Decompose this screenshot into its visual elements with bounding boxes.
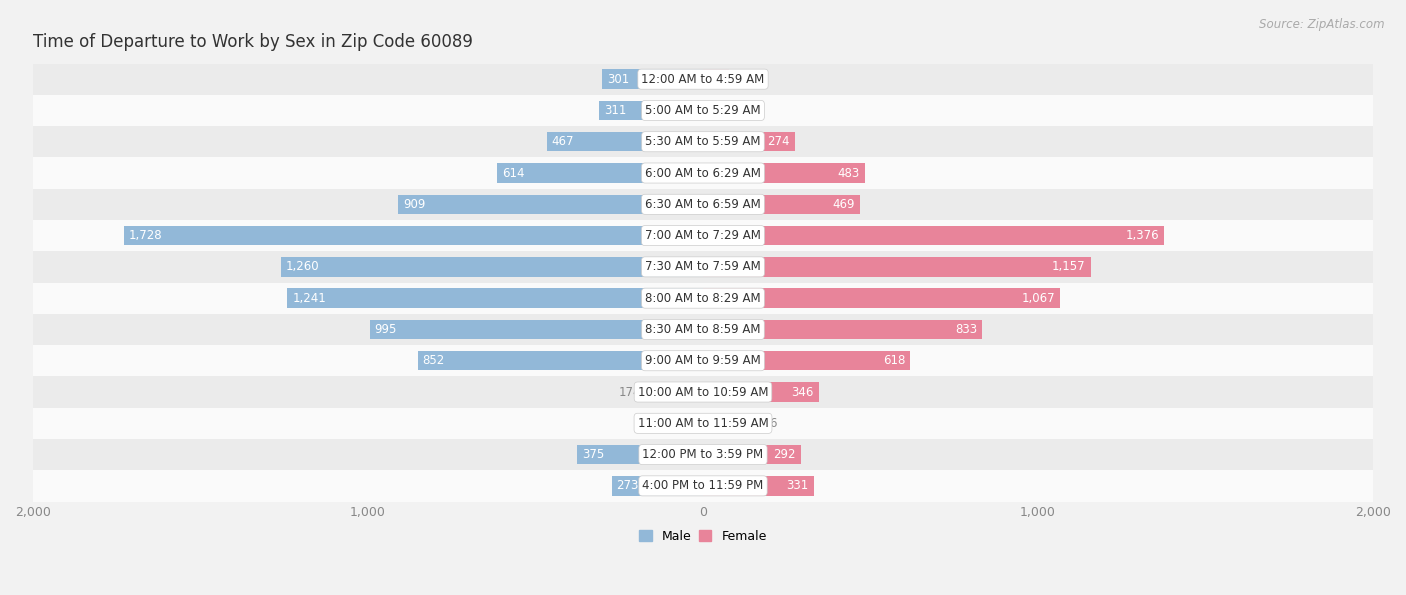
Bar bbox=[32, 126, 1374, 157]
Bar bbox=[578, 445, 703, 464]
Bar bbox=[370, 320, 703, 339]
Text: 7:30 AM to 7:59 AM: 7:30 AM to 7:59 AM bbox=[645, 261, 761, 273]
Bar bbox=[124, 226, 703, 245]
Bar bbox=[32, 470, 1374, 502]
Bar bbox=[32, 439, 1374, 470]
Text: 8:30 AM to 8:59 AM: 8:30 AM to 8:59 AM bbox=[645, 323, 761, 336]
Bar bbox=[32, 377, 1374, 408]
Text: 146: 146 bbox=[755, 417, 778, 430]
Bar bbox=[498, 163, 703, 183]
Bar bbox=[703, 132, 794, 152]
Bar bbox=[703, 445, 801, 464]
Bar bbox=[703, 226, 1164, 245]
Text: 6:00 AM to 6:29 AM: 6:00 AM to 6:29 AM bbox=[645, 167, 761, 180]
Text: 96: 96 bbox=[652, 417, 668, 430]
Bar bbox=[703, 101, 733, 120]
Bar bbox=[599, 101, 703, 120]
Bar bbox=[703, 163, 865, 183]
Text: 12:00 AM to 4:59 AM: 12:00 AM to 4:59 AM bbox=[641, 73, 765, 86]
Text: 273: 273 bbox=[617, 480, 638, 493]
Text: 11:00 AM to 11:59 AM: 11:00 AM to 11:59 AM bbox=[638, 417, 768, 430]
Legend: Male, Female: Male, Female bbox=[634, 525, 772, 548]
Text: 88: 88 bbox=[735, 104, 751, 117]
Bar bbox=[32, 157, 1374, 189]
Text: 7:00 AM to 7:29 AM: 7:00 AM to 7:29 AM bbox=[645, 229, 761, 242]
Bar bbox=[32, 189, 1374, 220]
Bar bbox=[32, 283, 1374, 314]
Text: 5:00 AM to 5:29 AM: 5:00 AM to 5:29 AM bbox=[645, 104, 761, 117]
Text: 1,157: 1,157 bbox=[1052, 261, 1085, 273]
Bar bbox=[32, 220, 1374, 251]
Text: 78: 78 bbox=[733, 73, 748, 86]
Bar bbox=[612, 476, 703, 496]
Text: 292: 292 bbox=[773, 448, 796, 461]
Bar bbox=[287, 289, 703, 308]
Text: 618: 618 bbox=[883, 354, 905, 367]
Bar bbox=[281, 257, 703, 277]
Text: 301: 301 bbox=[607, 73, 630, 86]
Text: Source: ZipAtlas.com: Source: ZipAtlas.com bbox=[1260, 18, 1385, 31]
Text: 483: 483 bbox=[838, 167, 860, 180]
Bar bbox=[32, 64, 1374, 95]
Text: 1,376: 1,376 bbox=[1125, 229, 1159, 242]
Bar bbox=[418, 351, 703, 371]
Bar bbox=[32, 314, 1374, 345]
Text: Time of Departure to Work by Sex in Zip Code 60089: Time of Departure to Work by Sex in Zip … bbox=[32, 33, 472, 51]
Text: 331: 331 bbox=[786, 480, 808, 493]
Bar bbox=[645, 383, 703, 402]
Text: 346: 346 bbox=[792, 386, 814, 399]
Bar bbox=[703, 414, 752, 433]
Text: 1,241: 1,241 bbox=[292, 292, 326, 305]
Bar bbox=[547, 132, 703, 152]
Text: 467: 467 bbox=[551, 135, 574, 148]
Text: 10:00 AM to 10:59 AM: 10:00 AM to 10:59 AM bbox=[638, 386, 768, 399]
Bar bbox=[703, 383, 818, 402]
Text: 909: 909 bbox=[404, 198, 426, 211]
Bar bbox=[703, 289, 1060, 308]
Bar bbox=[703, 320, 981, 339]
Bar bbox=[703, 351, 910, 371]
Text: 995: 995 bbox=[374, 323, 396, 336]
Text: 12:00 PM to 3:59 PM: 12:00 PM to 3:59 PM bbox=[643, 448, 763, 461]
Text: 4:00 PM to 11:59 PM: 4:00 PM to 11:59 PM bbox=[643, 480, 763, 493]
Bar bbox=[703, 476, 814, 496]
Text: 6:30 AM to 6:59 AM: 6:30 AM to 6:59 AM bbox=[645, 198, 761, 211]
Bar bbox=[671, 414, 703, 433]
Text: 311: 311 bbox=[603, 104, 626, 117]
Text: 5:30 AM to 5:59 AM: 5:30 AM to 5:59 AM bbox=[645, 135, 761, 148]
Text: 1,728: 1,728 bbox=[129, 229, 163, 242]
Text: 9:00 AM to 9:59 AM: 9:00 AM to 9:59 AM bbox=[645, 354, 761, 367]
Bar bbox=[703, 257, 1091, 277]
Text: 174: 174 bbox=[619, 386, 641, 399]
Bar bbox=[32, 251, 1374, 283]
Bar bbox=[32, 345, 1374, 377]
Text: 852: 852 bbox=[423, 354, 444, 367]
Bar bbox=[398, 195, 703, 214]
Text: 1,067: 1,067 bbox=[1022, 292, 1056, 305]
Bar bbox=[703, 70, 730, 89]
Text: 8:00 AM to 8:29 AM: 8:00 AM to 8:29 AM bbox=[645, 292, 761, 305]
Text: 833: 833 bbox=[955, 323, 977, 336]
Bar bbox=[32, 95, 1374, 126]
Text: 1,260: 1,260 bbox=[285, 261, 319, 273]
Text: 614: 614 bbox=[502, 167, 524, 180]
Bar bbox=[32, 408, 1374, 439]
Text: 274: 274 bbox=[768, 135, 790, 148]
Text: 469: 469 bbox=[832, 198, 855, 211]
Bar bbox=[703, 195, 860, 214]
Bar bbox=[602, 70, 703, 89]
Text: 375: 375 bbox=[582, 448, 605, 461]
